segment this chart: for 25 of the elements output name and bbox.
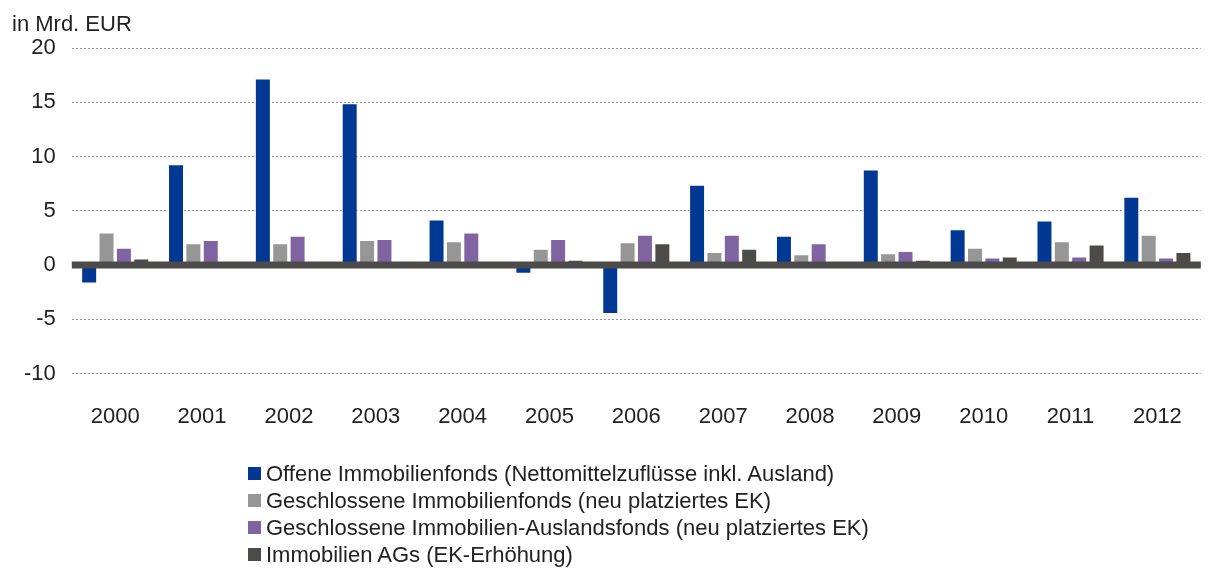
legend-label: Geschlossene Immobilien-Auslandsfonds (neu platziertes EK) bbox=[266, 514, 869, 541]
x-tick-label: 2012 bbox=[1132, 402, 1182, 428]
x-tick-label: 2010 bbox=[959, 402, 1009, 428]
x-tick-label: 2007 bbox=[698, 402, 748, 428]
legend-label: Immobilien AGs (EK-Erhöhung) bbox=[266, 541, 573, 568]
y-tick-label: 20 bbox=[31, 34, 56, 60]
x-tick-label: 2004 bbox=[438, 402, 488, 428]
x-tick-label: 2006 bbox=[611, 402, 661, 428]
x-tick-label: 2003 bbox=[351, 402, 401, 428]
y-tick-label: 5 bbox=[43, 196, 56, 222]
legend-label: Geschlossene Immobilienfonds (neu platziertes EK) bbox=[266, 487, 772, 514]
x-tick-label: 2009 bbox=[872, 402, 922, 428]
y-tick-label: 0 bbox=[43, 251, 56, 277]
x-tick-label: 2005 bbox=[524, 402, 574, 428]
x-tick-label: 2002 bbox=[264, 402, 314, 428]
x-tick-label: 2000 bbox=[90, 402, 140, 428]
legend-label: Offene Immobilienfonds (Nettomittelzuflüsse inkl. Ausland) bbox=[266, 460, 835, 487]
y-tick-label: -5 bbox=[36, 305, 56, 331]
x-tick-label: 2011 bbox=[1046, 402, 1095, 428]
y-tick-label: 10 bbox=[31, 142, 56, 168]
y-axis-title: in Mrd. EUR bbox=[12, 11, 132, 37]
y-tick-label: 15 bbox=[31, 88, 56, 114]
x-tick-label: 2008 bbox=[785, 402, 835, 428]
y-tick-label: -10 bbox=[24, 359, 56, 385]
x-tick-label: 2001 bbox=[177, 402, 227, 428]
